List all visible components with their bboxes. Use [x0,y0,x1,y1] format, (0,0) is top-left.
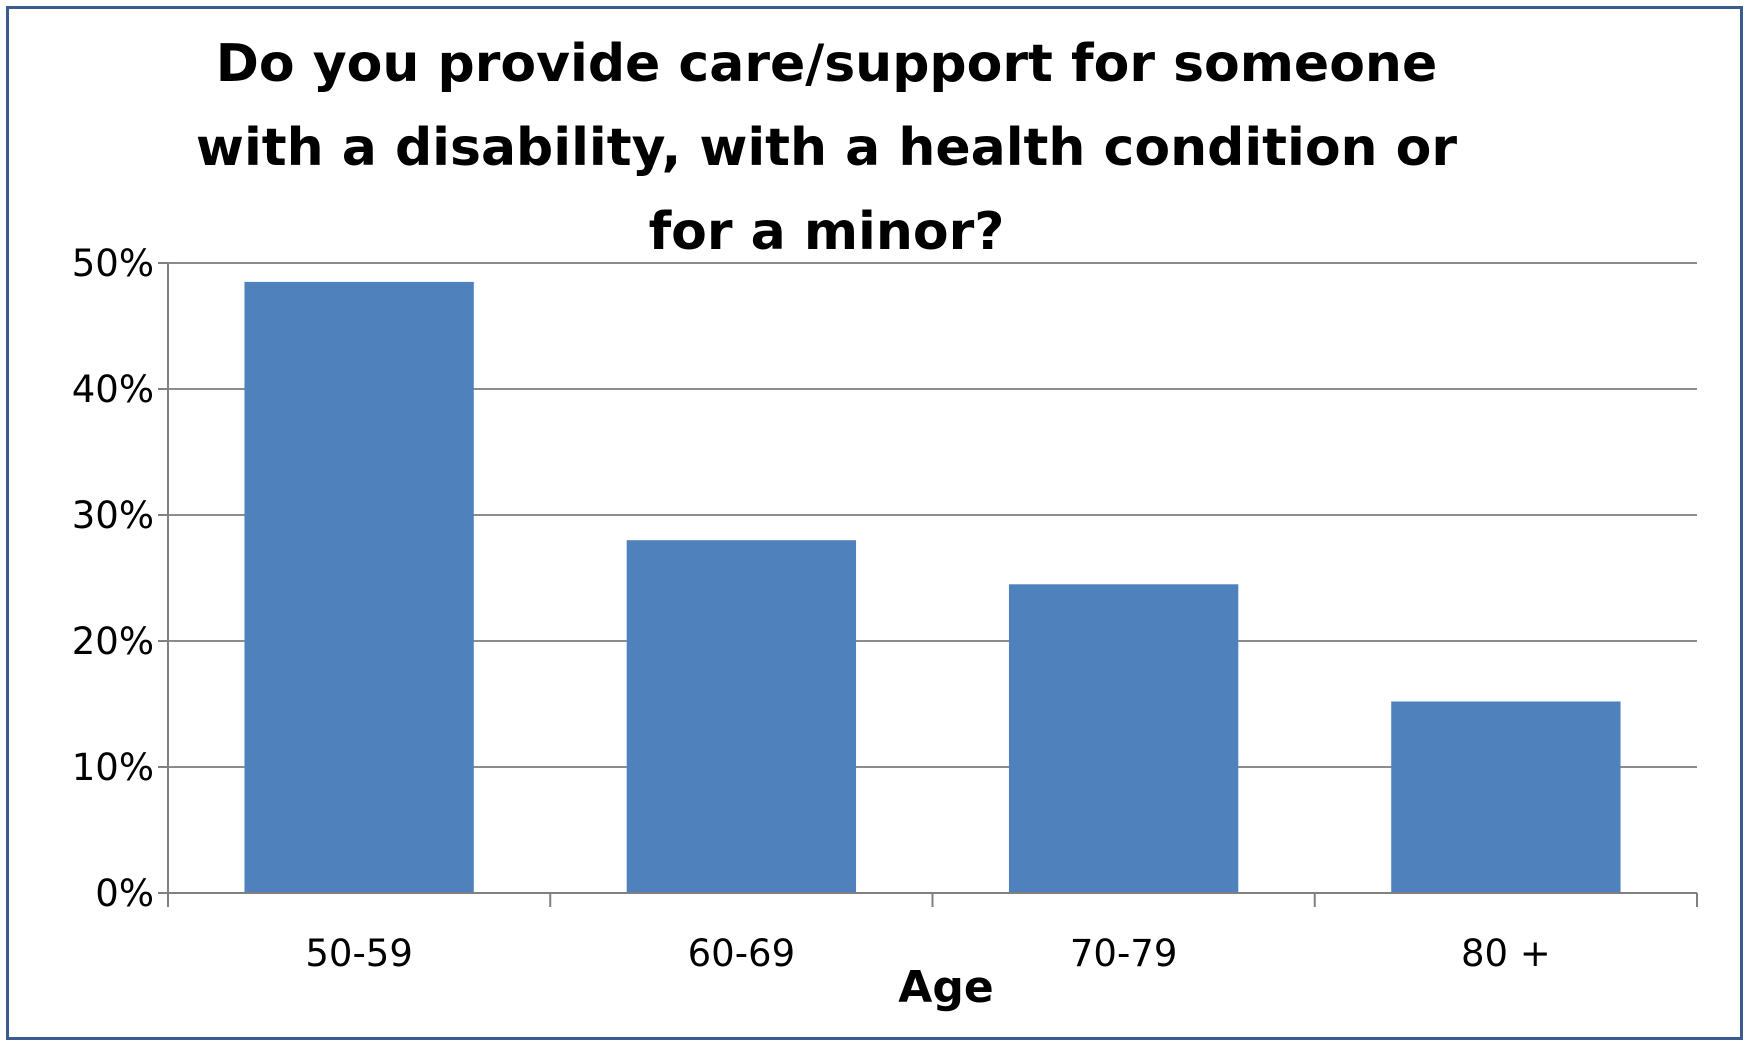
x-tick-label: 50-59 [305,932,413,975]
x-tick-label: 80 + [1461,932,1551,975]
y-tick-label: 40% [72,368,154,411]
tick-labels: 0% 10% 20% 30% 40% 50% 50-59 60-69 70-79 80 + [72,242,1551,975]
axes [158,262,1698,907]
y-tick-label: 50% [72,242,154,285]
y-tick-label: 0% [95,872,154,915]
x-axis-title: Age [898,962,993,1013]
chart-title: Do you provide care/support for someone … [195,34,1458,262]
y-tick-label: 20% [72,620,154,663]
x-tick-label: 60-69 [688,932,796,975]
y-tick-label: 10% [72,746,154,789]
bar [1391,701,1621,893]
bars [244,281,1621,893]
bar [244,281,474,893]
x-tick-label: 70-79 [1070,932,1178,975]
y-tick-label: 30% [72,494,154,537]
bar [626,540,857,893]
bar [1008,584,1239,893]
